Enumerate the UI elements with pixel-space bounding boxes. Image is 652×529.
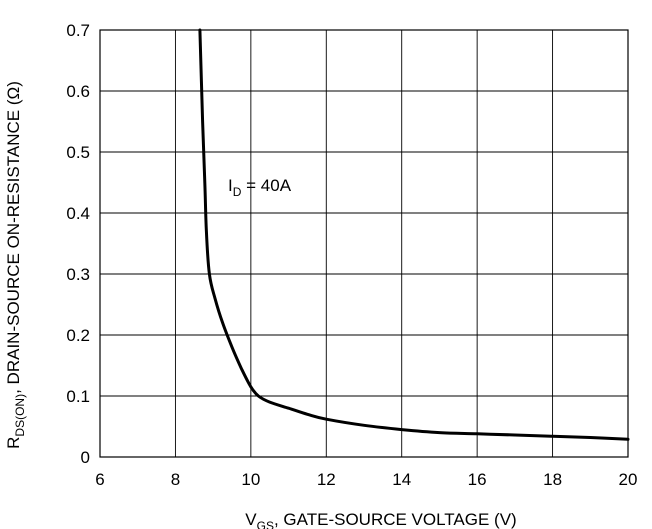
y-tick-label: 0.6 xyxy=(66,82,90,101)
y-tick-label: 0.5 xyxy=(66,143,90,162)
grid-lines xyxy=(100,30,628,457)
x-tick-label: 12 xyxy=(317,470,336,489)
x-tick-label: 16 xyxy=(468,470,487,489)
x-axis-title: VGS, GATE-SOURCE VOLTAGE (V) xyxy=(245,510,516,529)
y-axis-title-main: R xyxy=(4,437,23,449)
y-axis-title-rest: , DRAIN-SOURCE ON-RESISTANCE (Ω) xyxy=(4,81,23,394)
annotation-rest: = 40A xyxy=(241,176,291,195)
y-axis-title-sub: DS(ON) xyxy=(13,394,27,437)
plot-frame xyxy=(99,29,629,458)
x-tick-label: 10 xyxy=(241,470,260,489)
x-tick-label: 20 xyxy=(619,470,638,489)
y-tick-label: 0.1 xyxy=(66,387,90,406)
x-tick-label: 8 xyxy=(171,470,180,489)
x-axis-title-rest: , GATE-SOURCE VOLTAGE (V) xyxy=(274,510,517,529)
y-tick-labels: 0 0.1 0.2 0.3 0.4 0.5 0.6 0.7 xyxy=(66,21,90,467)
x-axis-title-sub: GS xyxy=(257,519,274,529)
series-line xyxy=(198,28,630,441)
y-tick-label: 0.4 xyxy=(66,204,90,223)
y-tick-label: 0.2 xyxy=(66,326,90,345)
annotation-main: I xyxy=(228,176,233,195)
annotation-id: ID = 40A xyxy=(228,176,292,199)
x-axis-title-main: V xyxy=(245,510,257,529)
y-tick-label: 0.3 xyxy=(66,265,90,284)
x-tick-label: 14 xyxy=(392,470,411,489)
y-tick-label: 0 xyxy=(81,448,90,467)
x-tick-labels: 6 8 10 12 14 16 18 20 xyxy=(95,470,637,489)
y-tick-label: 0.7 xyxy=(66,21,90,40)
annotation-sub: D xyxy=(233,185,242,199)
x-tick-label: 18 xyxy=(543,470,562,489)
x-tick-label: 6 xyxy=(95,470,104,489)
y-axis-title: RDS(ON), DRAIN-SOURCE ON-RESISTANCE (Ω) xyxy=(4,81,27,449)
